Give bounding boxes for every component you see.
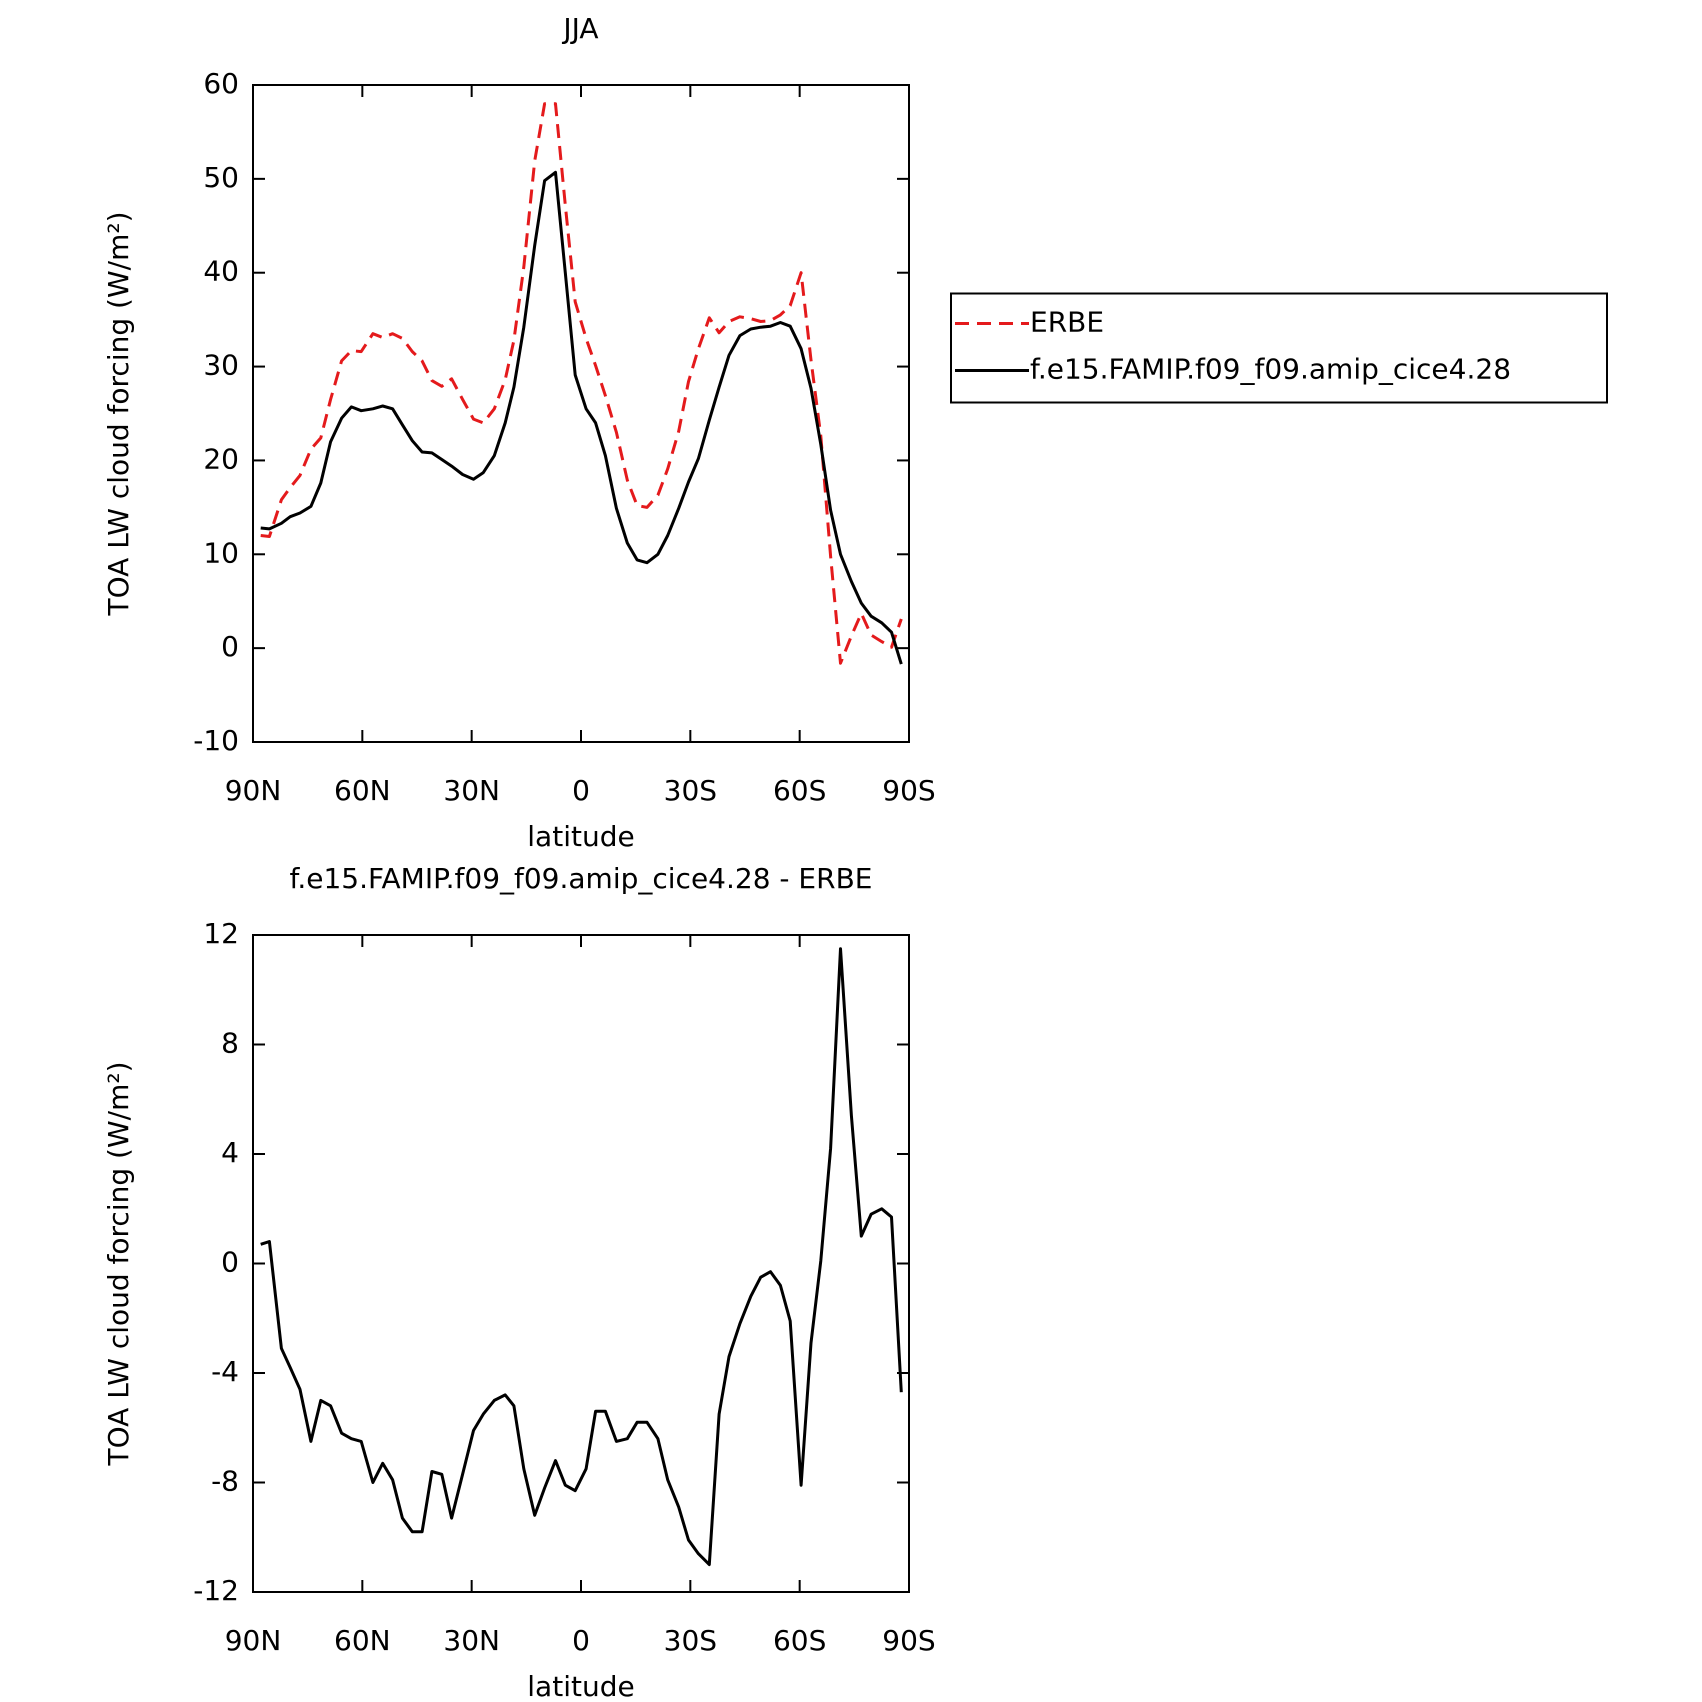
chart-title: JJA	[561, 12, 598, 45]
legend-label: ERBE	[1030, 306, 1104, 339]
y-axis-label: TOA LW cloud forcing (W/m²)	[102, 212, 135, 617]
y-tick-label: 50	[203, 161, 239, 194]
x-tick-label: 30S	[664, 774, 717, 807]
data-line	[260, 170, 903, 665]
x-tick-label: 30S	[664, 1624, 717, 1657]
y-axis-label: TOA LW cloud forcing (W/m²)	[102, 1062, 135, 1467]
y-tick-label: -8	[211, 1465, 239, 1498]
data-line	[260, 947, 903, 1567]
x-tick-label: 90N	[225, 1624, 282, 1657]
y-tick-label: -10	[193, 724, 239, 757]
x-tick-label: 60N	[334, 774, 391, 807]
y-tick-label: -12	[193, 1574, 239, 1607]
y-tick-label: 30	[203, 349, 239, 382]
x-tick-label: 30N	[443, 774, 500, 807]
x-tick-label: 90N	[225, 774, 282, 807]
y-tick-label: 4	[221, 1136, 239, 1169]
y-tick-label: 10	[203, 536, 239, 569]
x-tick-label: 30N	[443, 1624, 500, 1657]
x-axis-label: latitude	[527, 1670, 634, 1702]
x-tick-label: 60S	[773, 1624, 826, 1657]
y-tick-label: -4	[211, 1355, 239, 1388]
x-tick-label: 90S	[882, 1624, 935, 1657]
legend-label: f.e15.FAMIP.f09_f09.amip_cice4.28	[1030, 353, 1511, 386]
y-tick-label: 12	[203, 917, 239, 950]
y-tick-label: 40	[203, 255, 239, 288]
x-tick-label: 0	[572, 1624, 590, 1657]
data-line	[260, 102, 903, 665]
x-axis-label: latitude	[527, 820, 634, 853]
plot-frame	[252, 84, 910, 743]
plot-frame	[252, 934, 910, 1593]
y-tick-label: 0	[221, 1246, 239, 1279]
y-tick-label: 8	[221, 1027, 239, 1060]
y-tick-label: 60	[203, 67, 239, 100]
y-tick-label: 0	[221, 630, 239, 663]
x-tick-label: 0	[572, 774, 590, 807]
x-tick-label: 90S	[882, 774, 935, 807]
legend-box	[950, 292, 1608, 404]
x-tick-label: 60S	[773, 774, 826, 807]
y-tick-label: 20	[203, 442, 239, 475]
x-tick-label: 60N	[334, 1624, 391, 1657]
chart-title: f.e15.FAMIP.f09_f09.amip_cice4.28 - ERBE	[290, 862, 873, 895]
